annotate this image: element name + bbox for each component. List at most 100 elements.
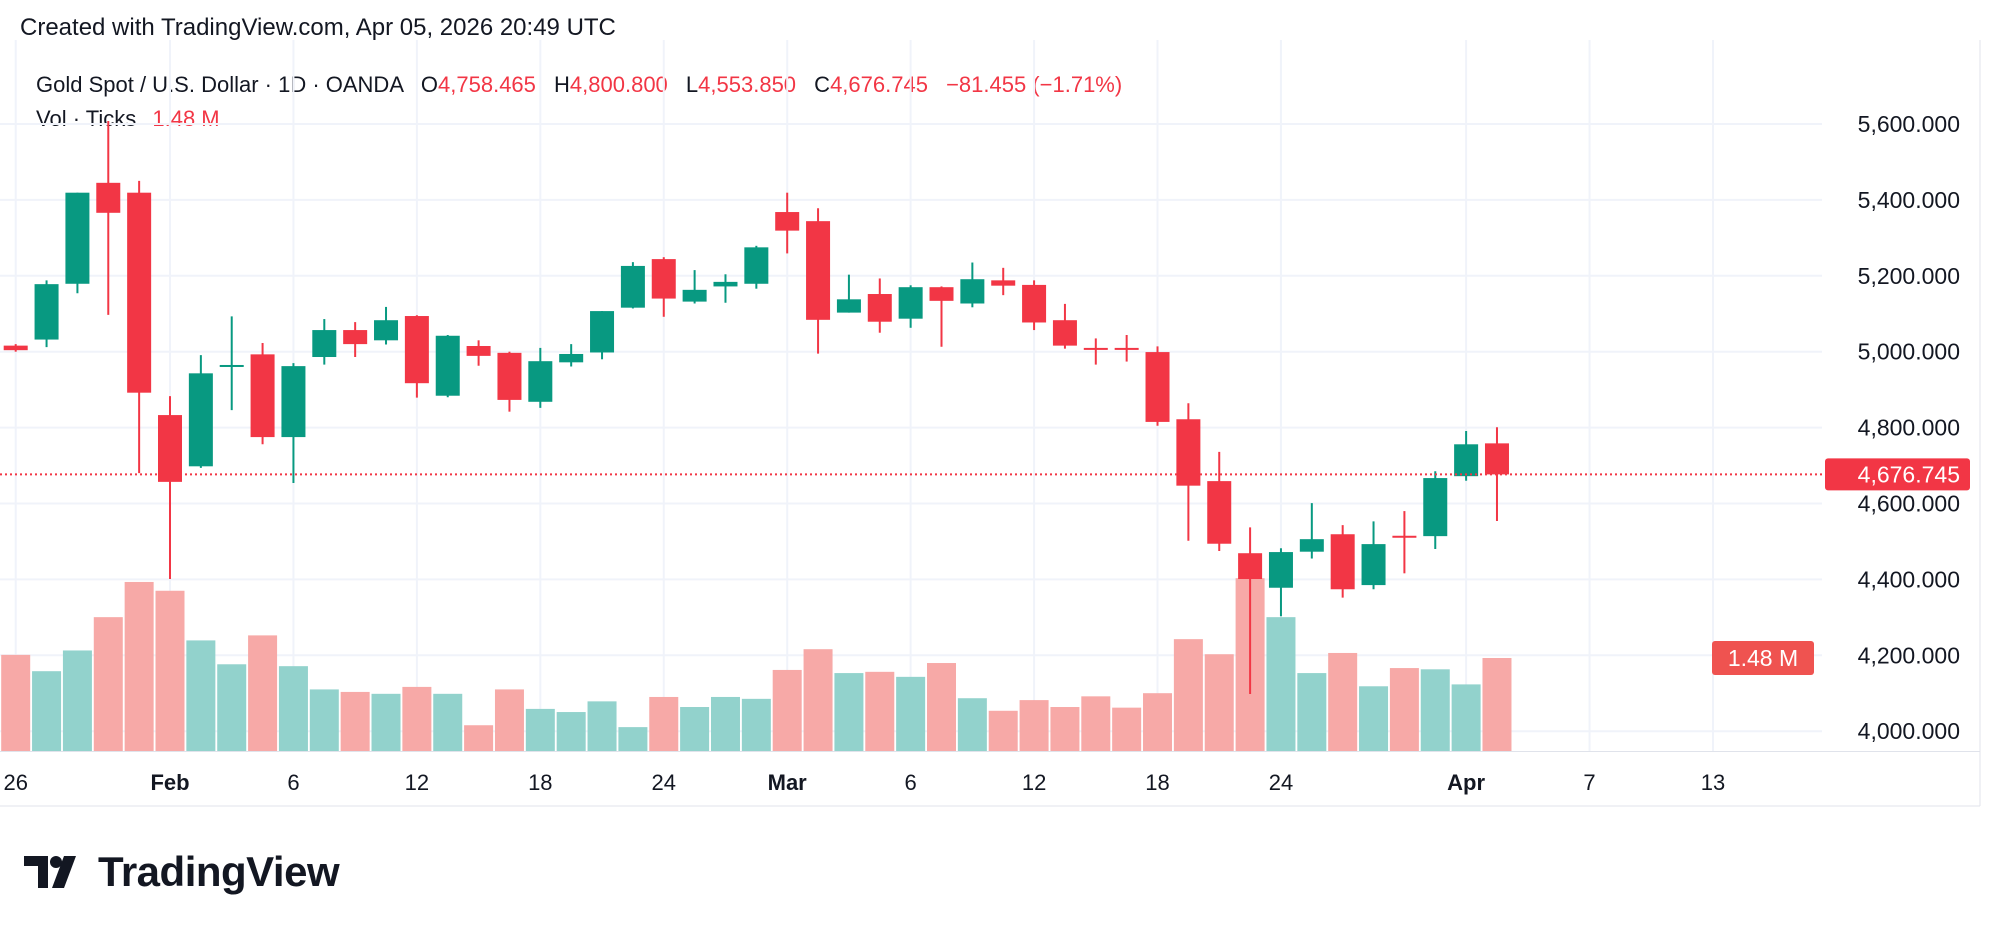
time-axis-label: 24 xyxy=(1269,770,1293,795)
price-axis-label: 5,000.000 xyxy=(1858,339,1960,365)
volume-bar xyxy=(1420,669,1450,751)
candle-body xyxy=(312,330,337,358)
volume-bar xyxy=(680,707,710,751)
candle-body xyxy=(929,287,954,301)
candle-body xyxy=(528,361,553,402)
tradingview-logo-text: TradingView xyxy=(98,848,340,895)
price-axis-label: 4,000.000 xyxy=(1858,718,1960,744)
volume-bar xyxy=(1050,707,1080,751)
time-axis-label: 6 xyxy=(287,770,299,795)
volume-bar xyxy=(402,686,432,751)
tradingview-logo-icon xyxy=(24,856,76,888)
volume-bar xyxy=(278,666,308,751)
volume-bar xyxy=(93,617,123,751)
time-axis-label: 24 xyxy=(652,770,676,795)
time-axis-label: Mar xyxy=(768,770,808,795)
candle-body xyxy=(713,281,738,287)
candle-body xyxy=(219,364,244,367)
close-label: C xyxy=(814,72,831,97)
time-axis-label: Feb xyxy=(150,770,189,795)
candle-body xyxy=(96,182,121,213)
low-value: 4,553.850 xyxy=(698,72,797,97)
volume-bar xyxy=(1451,684,1481,751)
volume-bar xyxy=(957,698,987,751)
last-volume-badge xyxy=(1712,641,1814,675)
last-price-badge xyxy=(1825,458,1970,491)
candle-body xyxy=(1268,552,1293,588)
volume-bar xyxy=(1297,673,1327,751)
time-axis-label: Apr xyxy=(1447,770,1485,795)
candle-body xyxy=(404,316,429,384)
volume-bar xyxy=(371,693,401,751)
volume-bar xyxy=(927,663,956,751)
volume-bar xyxy=(649,696,679,751)
candle-body xyxy=(1176,419,1201,486)
volume-bar xyxy=(494,689,524,751)
time-axis-label: 12 xyxy=(405,770,429,795)
time-axis-label: 18 xyxy=(528,770,552,795)
time-axis-label: 18 xyxy=(1145,770,1169,795)
open-value: 4,758.465 xyxy=(438,72,536,97)
candle-body xyxy=(158,415,182,482)
volume-bar xyxy=(186,640,216,751)
volume-bar xyxy=(618,727,648,751)
volume-bar xyxy=(1482,658,1512,751)
symbol-title[interactable]: Gold Spot / U.S. Dollar · 1D · OANDA xyxy=(36,72,403,97)
candle-body xyxy=(836,299,861,313)
candle-body xyxy=(65,192,90,284)
candle-body xyxy=(1083,347,1108,350)
open-label: O xyxy=(420,72,439,97)
candle-body xyxy=(559,353,584,363)
candle-body xyxy=(466,346,491,356)
candle-body xyxy=(1361,544,1386,586)
price-axis-label: 5,400.000 xyxy=(1858,187,1960,213)
low-label: L xyxy=(685,72,699,97)
candle-body xyxy=(1207,481,1232,544)
last-price-badge-text: 4,676.745 xyxy=(1858,461,1960,487)
time-axis-label: 6 xyxy=(905,770,917,795)
volume-bar xyxy=(464,725,494,751)
volume-bar xyxy=(587,701,617,751)
candle-body xyxy=(898,287,923,319)
last-volume-badge-text: 1.48 M xyxy=(1728,645,1798,671)
volume-bar xyxy=(1112,707,1142,751)
volume-bar xyxy=(309,689,339,751)
price-axis-label: 4,600.000 xyxy=(1858,491,1960,517)
volume-bar xyxy=(1389,668,1419,751)
volume-bar xyxy=(741,698,771,751)
candle-body xyxy=(1330,534,1355,590)
volume-bar xyxy=(433,693,463,751)
volume-legend: Vol · Ticks 1.48 M xyxy=(36,106,220,132)
volume-bar xyxy=(988,710,1018,751)
candle-body xyxy=(127,192,152,393)
volume-bar xyxy=(340,691,370,751)
candle-body xyxy=(343,330,368,345)
candle-body xyxy=(775,212,800,231)
candle-body xyxy=(620,265,645,308)
volume-bar xyxy=(896,676,926,751)
candle-body xyxy=(1052,320,1077,346)
candle-body xyxy=(960,279,985,304)
candle-body xyxy=(1299,539,1324,552)
candle-body xyxy=(435,335,460,396)
volume-bar xyxy=(1328,652,1358,751)
candle-body xyxy=(867,294,892,322)
created-with-header: Created with TradingView.com, Apr 05, 20… xyxy=(20,14,616,41)
volume-value: 1.48 M xyxy=(152,106,220,131)
candle-body xyxy=(188,373,213,467)
volume-bar xyxy=(834,673,864,751)
volume-bar xyxy=(1143,693,1173,751)
volume-bar xyxy=(124,581,154,751)
price-axis-label: 4,400.000 xyxy=(1858,566,1960,592)
price-axis-label: 4,200.000 xyxy=(1858,642,1960,668)
candle-body xyxy=(1238,553,1263,580)
candle-body xyxy=(1145,352,1170,422)
volume-label[interactable]: Vol · Ticks xyxy=(36,106,137,131)
volume-bar xyxy=(1204,654,1234,751)
candle-body xyxy=(250,354,275,438)
price-axis-label: 5,200.000 xyxy=(1858,263,1960,289)
volume-bar xyxy=(248,635,278,751)
tradingview-logo[interactable]: TradingView xyxy=(24,848,340,896)
volume-bar xyxy=(155,590,185,751)
